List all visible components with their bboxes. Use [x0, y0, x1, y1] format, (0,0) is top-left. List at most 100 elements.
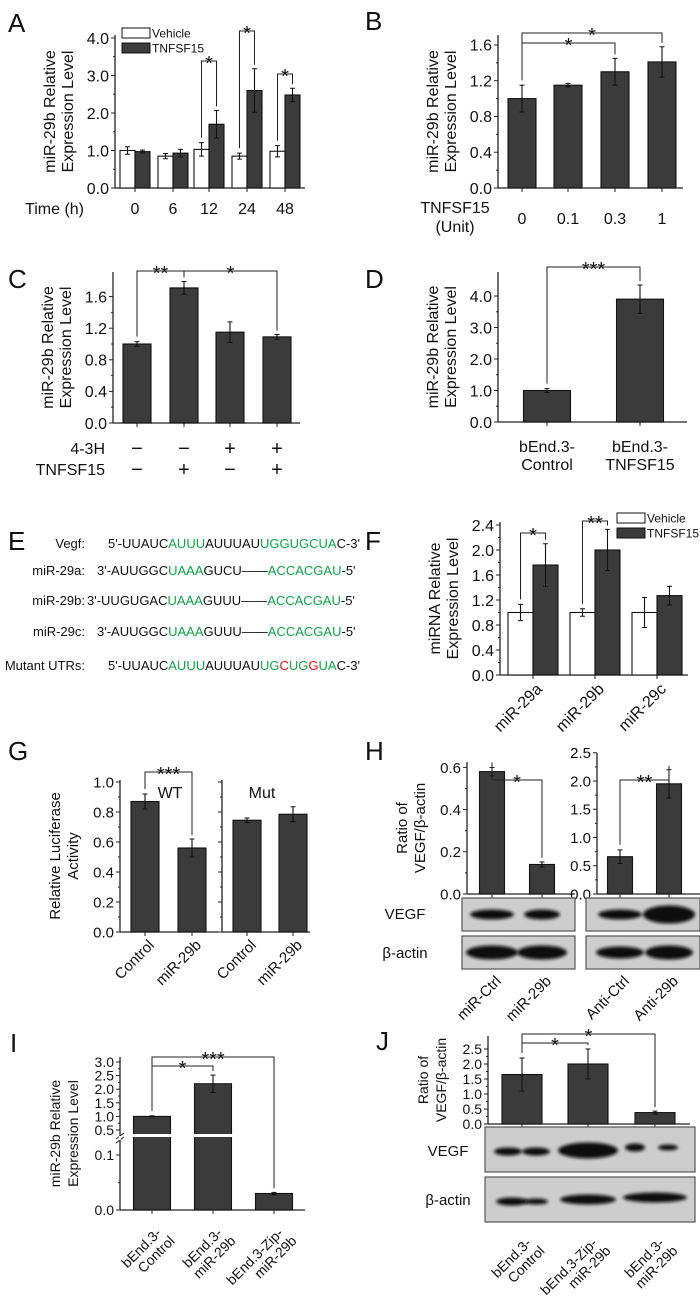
category-label: 24 [238, 201, 256, 218]
significance-bracket [201, 60, 217, 138]
sequence-segment-match: ACCACGAU [267, 593, 341, 608]
blot-band [524, 1198, 548, 1205]
category-label-line: Anti-Ctrl [583, 973, 633, 1023]
blot-band [466, 945, 518, 960]
bar-tnfsf15 [656, 595, 683, 676]
panel-letter-h: H [365, 736, 384, 766]
y-axis-label: miR-29b Relative Expression Level [42, 50, 77, 173]
y-axis-label: miR-29b Relative Expression Level [47, 1080, 81, 1188]
category-label: 12 [200, 201, 218, 218]
blot-band [494, 1147, 522, 1156]
sequence-segment-match: UAAA [168, 624, 204, 639]
condition-sign: + [271, 459, 283, 481]
legend-label: Vehicle [647, 512, 686, 526]
category-label: Control [112, 937, 158, 983]
y-tick-label: 1.0 [570, 830, 591, 847]
blot-band [658, 1144, 678, 1151]
category-label-line: miR-29a [491, 681, 546, 736]
category-label: 0.1 [557, 211, 579, 228]
y-axis-label: miR-29b Relative Expression Level [40, 286, 75, 409]
bar-tnfsf15 [172, 152, 189, 189]
y-axis-label-line: Activity [65, 832, 82, 880]
y-tick-label: 0.2 [440, 844, 461, 861]
category-label-line: Anti-29b [630, 973, 682, 1025]
bar-value [132, 1115, 172, 1211]
blot-band [524, 909, 560, 920]
category-label: Anti-29b [630, 973, 682, 1025]
bar-vehicle [157, 155, 174, 189]
y-tick-label: 0.8 [85, 353, 107, 370]
sequence-row-label: miR-29a: [32, 563, 85, 578]
category-label-line: miR-29b [553, 681, 608, 736]
chart-panel-i: miR-29b Relative Expression Level 0.0 0.1 0.… [47, 1049, 305, 1288]
y-axis-label-line: VEGF/β-actin [412, 783, 429, 873]
sequence-segment-match: ACCACGAU [268, 563, 342, 578]
sequence-segment-mutation: G [308, 658, 318, 673]
y-tick-label: 4.0 [470, 289, 492, 306]
blot-label-vegf: VEGF [385, 906, 426, 923]
subplot-title: WT [158, 785, 183, 802]
y-tick-label: 1.0 [87, 143, 109, 160]
y-axis-label-line: Ratio of [394, 801, 411, 854]
significance-label: * [565, 35, 573, 57]
sequence-segment-match: AUUU [168, 658, 205, 673]
sequence: 3'-AUUGGCUAAAGUCU——ACCACGAU-5' [97, 563, 356, 578]
category-label-line: miR-29c [616, 681, 670, 735]
sequence-row-label: miR-29b: [32, 593, 85, 608]
y-axis-label-line: miR-29b Relative [425, 286, 442, 409]
x-axis-label: (Unit) [435, 219, 474, 236]
y-tick-label: 1.0 [95, 1108, 115, 1124]
blot-j-actin [484, 1176, 696, 1223]
y-tick-label: 0.0 [470, 181, 492, 198]
bar-value [647, 61, 677, 189]
y-axis-label-line: Expression Level [60, 51, 77, 173]
blot-band [522, 1147, 550, 1156]
category-label: miR-29b [153, 937, 205, 989]
y-axis-label-line: miR-29b Relative [40, 286, 57, 409]
panel-letter-e: E [8, 526, 25, 556]
legend-swatch [121, 42, 151, 54]
sequence: 5'-UUAUCAUUUAUUUAUUGGUGCUAC-3' [108, 536, 360, 551]
category-label: 0 [131, 201, 140, 218]
sequence-alignment: Vegf: 5'-UUAUCAUUUAUUUAUUGGUGCUAC-3' miR-2… [5, 536, 360, 673]
y-axis-label: miR-29b Relative Expression Level [425, 50, 460, 173]
sequence-segment-plain: GUUU—— [203, 593, 267, 608]
condition-sign: − [178, 438, 190, 460]
y-axis-label-line: miRNA Relative [427, 542, 444, 654]
significance-bracket [277, 73, 293, 141]
significance-label: * [205, 53, 213, 75]
significance-label: ** [153, 263, 169, 285]
bar-value [122, 343, 152, 424]
y-tick-label: 0.5 [463, 1101, 483, 1117]
blot-band [625, 1143, 645, 1152]
y-tick-label: 0.0 [440, 886, 461, 903]
panel-letter-f: F [365, 526, 381, 556]
panel-letter-d: D [365, 264, 384, 294]
significance-label: * [529, 525, 537, 547]
sequence-row-label: Vegf: [55, 536, 85, 551]
significance-label: *** [157, 764, 181, 786]
y-axis-label-line: Ratio of [415, 1056, 431, 1104]
y-tick-label: 1.6 [470, 38, 492, 55]
condition-sign: − [131, 459, 143, 481]
y-axis-label-line: Expression Level [443, 286, 460, 408]
sequence-segment-plain: 5'-UUAUC [108, 658, 168, 673]
sequence-segment-plain: GUCU—— [204, 563, 268, 578]
bar-value [169, 287, 199, 424]
chart-panel-c: miR-29b Relative Expression Level 0.0 0.4 0.… [36, 263, 300, 481]
axis-break-gap [132, 1134, 172, 1137]
significance-bracket [239, 30, 255, 149]
category-label: bEnd.3-Zip-miR-29b [537, 1235, 614, 1298]
y-tick-label: 3.0 [95, 1054, 115, 1070]
legend-label: TNFSF15 [152, 42, 204, 56]
significance-label: * [243, 23, 251, 45]
sequence-segment-plain: -5' [341, 593, 355, 608]
blot-band [470, 909, 514, 920]
y-tick-label: 2.5 [463, 1041, 483, 1057]
sequence-row-label: Mutant UTRs: [5, 658, 85, 673]
significance-label: * [588, 25, 596, 47]
significance-bracket [520, 532, 546, 600]
sequence-segment-match: UAAA [168, 563, 204, 578]
y-tick-label: 0.0 [93, 924, 114, 941]
sequence: 3'-AUUGGCUAAAGUUU——ACCACGAU-5' [97, 624, 356, 639]
